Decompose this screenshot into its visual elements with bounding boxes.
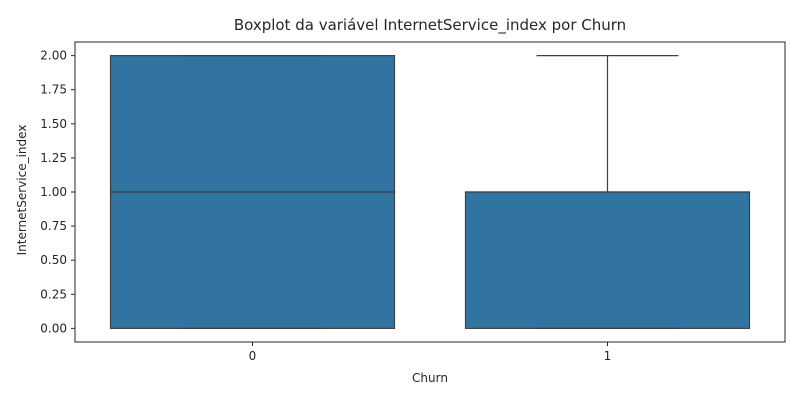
x-tick-label: 0 xyxy=(249,349,257,363)
y-tick-label: 0.00 xyxy=(40,321,67,335)
x-tick-label: 1 xyxy=(604,349,612,363)
y-tick-label: 1.75 xyxy=(40,83,67,97)
x-axis-label: Churn xyxy=(412,371,448,385)
y-tick-label: 1.25 xyxy=(40,151,67,165)
plot-area xyxy=(74,41,786,343)
y-tick-label: 0.50 xyxy=(40,253,67,267)
chart-title: Boxplot da variável InternetService_inde… xyxy=(234,16,626,35)
y-tick-label: 1.50 xyxy=(40,117,67,131)
y-tick-label: 0.75 xyxy=(40,219,67,233)
y-tick-label: 2.00 xyxy=(40,49,67,63)
y-tick-label: 1.00 xyxy=(40,185,67,199)
box-group-1 xyxy=(464,55,751,329)
box-1 xyxy=(464,191,751,329)
y-axis-label: InternetService_index xyxy=(15,125,29,256)
y-tick-label: 0.25 xyxy=(40,287,67,301)
box-group-0 xyxy=(109,55,396,329)
y-axis: 0.00 0.25 0.50 0.75 1.00 1.25 1.50 1.75 2.00 xyxy=(40,49,75,335)
